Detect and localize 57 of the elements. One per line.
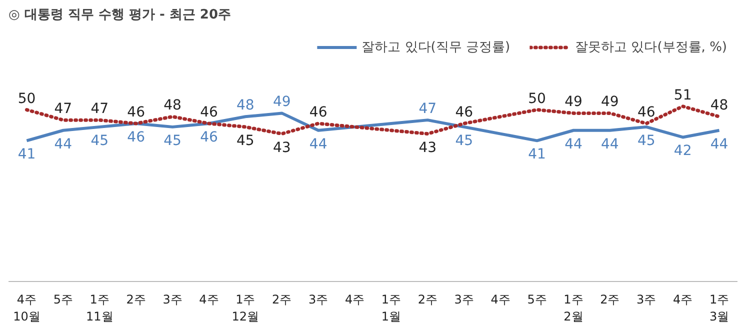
data-label: 48 (236, 98, 254, 114)
data-label: 46 (637, 104, 656, 120)
data-label: 45 (236, 132, 254, 149)
chart-title: ◎ 대통령 직무 수행 평가 - 최근 20주 (8, 8, 232, 22)
x-tick-label: 5주 (53, 292, 73, 306)
data-label: 43 (418, 140, 437, 156)
data-label: 45 (455, 132, 474, 149)
data-label: 48 (164, 98, 182, 114)
data-label: 41 (528, 146, 546, 163)
data-label: 49 (601, 94, 619, 110)
data-label: 49 (272, 94, 291, 110)
data-label: 42 (674, 143, 692, 160)
x-tick-label: 3주 (308, 292, 328, 306)
data-label: 44 (564, 136, 582, 152)
data-label: 46 (309, 104, 328, 120)
x-tick-label: 1주 3월 (709, 292, 730, 324)
x-tick-label: 2주 (272, 292, 292, 306)
x-tick-label: 3주 (162, 292, 182, 306)
data-label: 50 (528, 90, 546, 107)
x-tick-label: 1주 2월 (564, 292, 584, 324)
x-tick-label: 3주 (636, 292, 656, 306)
legend-label: 잘못하고 있다(부정률, %) (575, 39, 727, 56)
x-tick-label: 1주 1월 (381, 292, 402, 324)
data-label: 44 (54, 136, 72, 152)
data-label: 51 (674, 87, 692, 104)
x-tick-label: 4주 (199, 292, 219, 306)
x-tick-label: 2주 (600, 292, 620, 306)
data-label: 47 (90, 101, 109, 118)
x-tick-label: 4주 (344, 292, 365, 306)
data-label: 46 (200, 104, 218, 120)
x-tick-label: 1주 12월 (232, 292, 260, 324)
data-label: 46 (127, 130, 146, 146)
x-tick-label: 1주 11월 (86, 292, 114, 324)
data-label: 49 (564, 94, 582, 110)
data-label: 46 (127, 104, 146, 120)
data-label: 50 (18, 90, 36, 107)
data-label: 41 (18, 146, 36, 163)
data-label: 43 (272, 140, 291, 156)
legend-label: 잘하고 있다(직무 긍정률) (362, 39, 510, 56)
x-tick-label: 4주 (673, 292, 693, 306)
x-tick-label: 5주 (527, 292, 547, 306)
x-tick-label: 2주 (418, 292, 438, 306)
data-label: 47 (54, 101, 72, 118)
data-label: 45 (164, 132, 182, 149)
data-label: 46 (455, 104, 474, 120)
x-tick-label: 4주 10월 (13, 292, 40, 324)
data-label: 45 (90, 132, 109, 149)
x-tick-label: 3주 (454, 292, 474, 306)
data-label: 44 (601, 136, 619, 152)
data-label: 45 (637, 132, 656, 149)
data-label: 48 (710, 98, 728, 114)
data-label: 44 (309, 136, 328, 152)
data-label: 46 (200, 130, 218, 146)
x-tick-label: 4주 (490, 292, 510, 306)
x-tick-label: 2주 (126, 292, 146, 306)
data-label: 47 (418, 101, 437, 118)
data-label: 44 (710, 136, 728, 152)
